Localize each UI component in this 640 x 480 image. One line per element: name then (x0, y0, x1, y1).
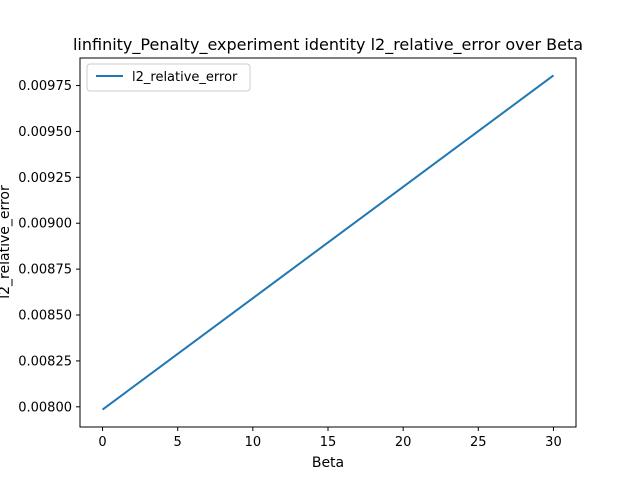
x-axis: 0 5 10 15 20 25 30 (98, 427, 562, 450)
x-tick-label: 10 (245, 435, 262, 450)
y-tick-label: 0.00850 (18, 309, 72, 324)
x-tick-label: 5 (174, 435, 182, 450)
y-tick-label: 0.00975 (18, 79, 72, 94)
legend: l2_relative_error (86, 63, 251, 92)
chart-title: linfinity_Penalty_experiment identity l2… (73, 35, 583, 55)
series-layer (101, 74, 555, 411)
x-tick-label: 20 (395, 435, 412, 450)
legend-label: l2_relative_error (132, 70, 238, 85)
y-tick-label: 0.00825 (18, 354, 72, 369)
x-tick-label: 25 (470, 435, 487, 450)
y-tick-label: 0.00875 (18, 263, 72, 278)
x-tick-label: 15 (320, 435, 337, 450)
y-axis-label: l2_relative_error (0, 185, 13, 299)
y-tick-label: 0.00925 (18, 171, 72, 186)
legend-box (86, 63, 251, 92)
x-tick-label: 0 (98, 435, 106, 450)
x-axis-label: Beta (312, 455, 344, 471)
y-axis: 0.00800 0.00825 0.00850 0.00875 0.00900 0.009… (18, 79, 80, 415)
y-tick-label: 0.00800 (18, 400, 72, 415)
y-tick-label: 0.00950 (18, 125, 72, 140)
x-tick-label: 30 (545, 435, 562, 450)
y-tick-label: 0.00900 (18, 217, 72, 232)
series-line (101, 74, 555, 411)
